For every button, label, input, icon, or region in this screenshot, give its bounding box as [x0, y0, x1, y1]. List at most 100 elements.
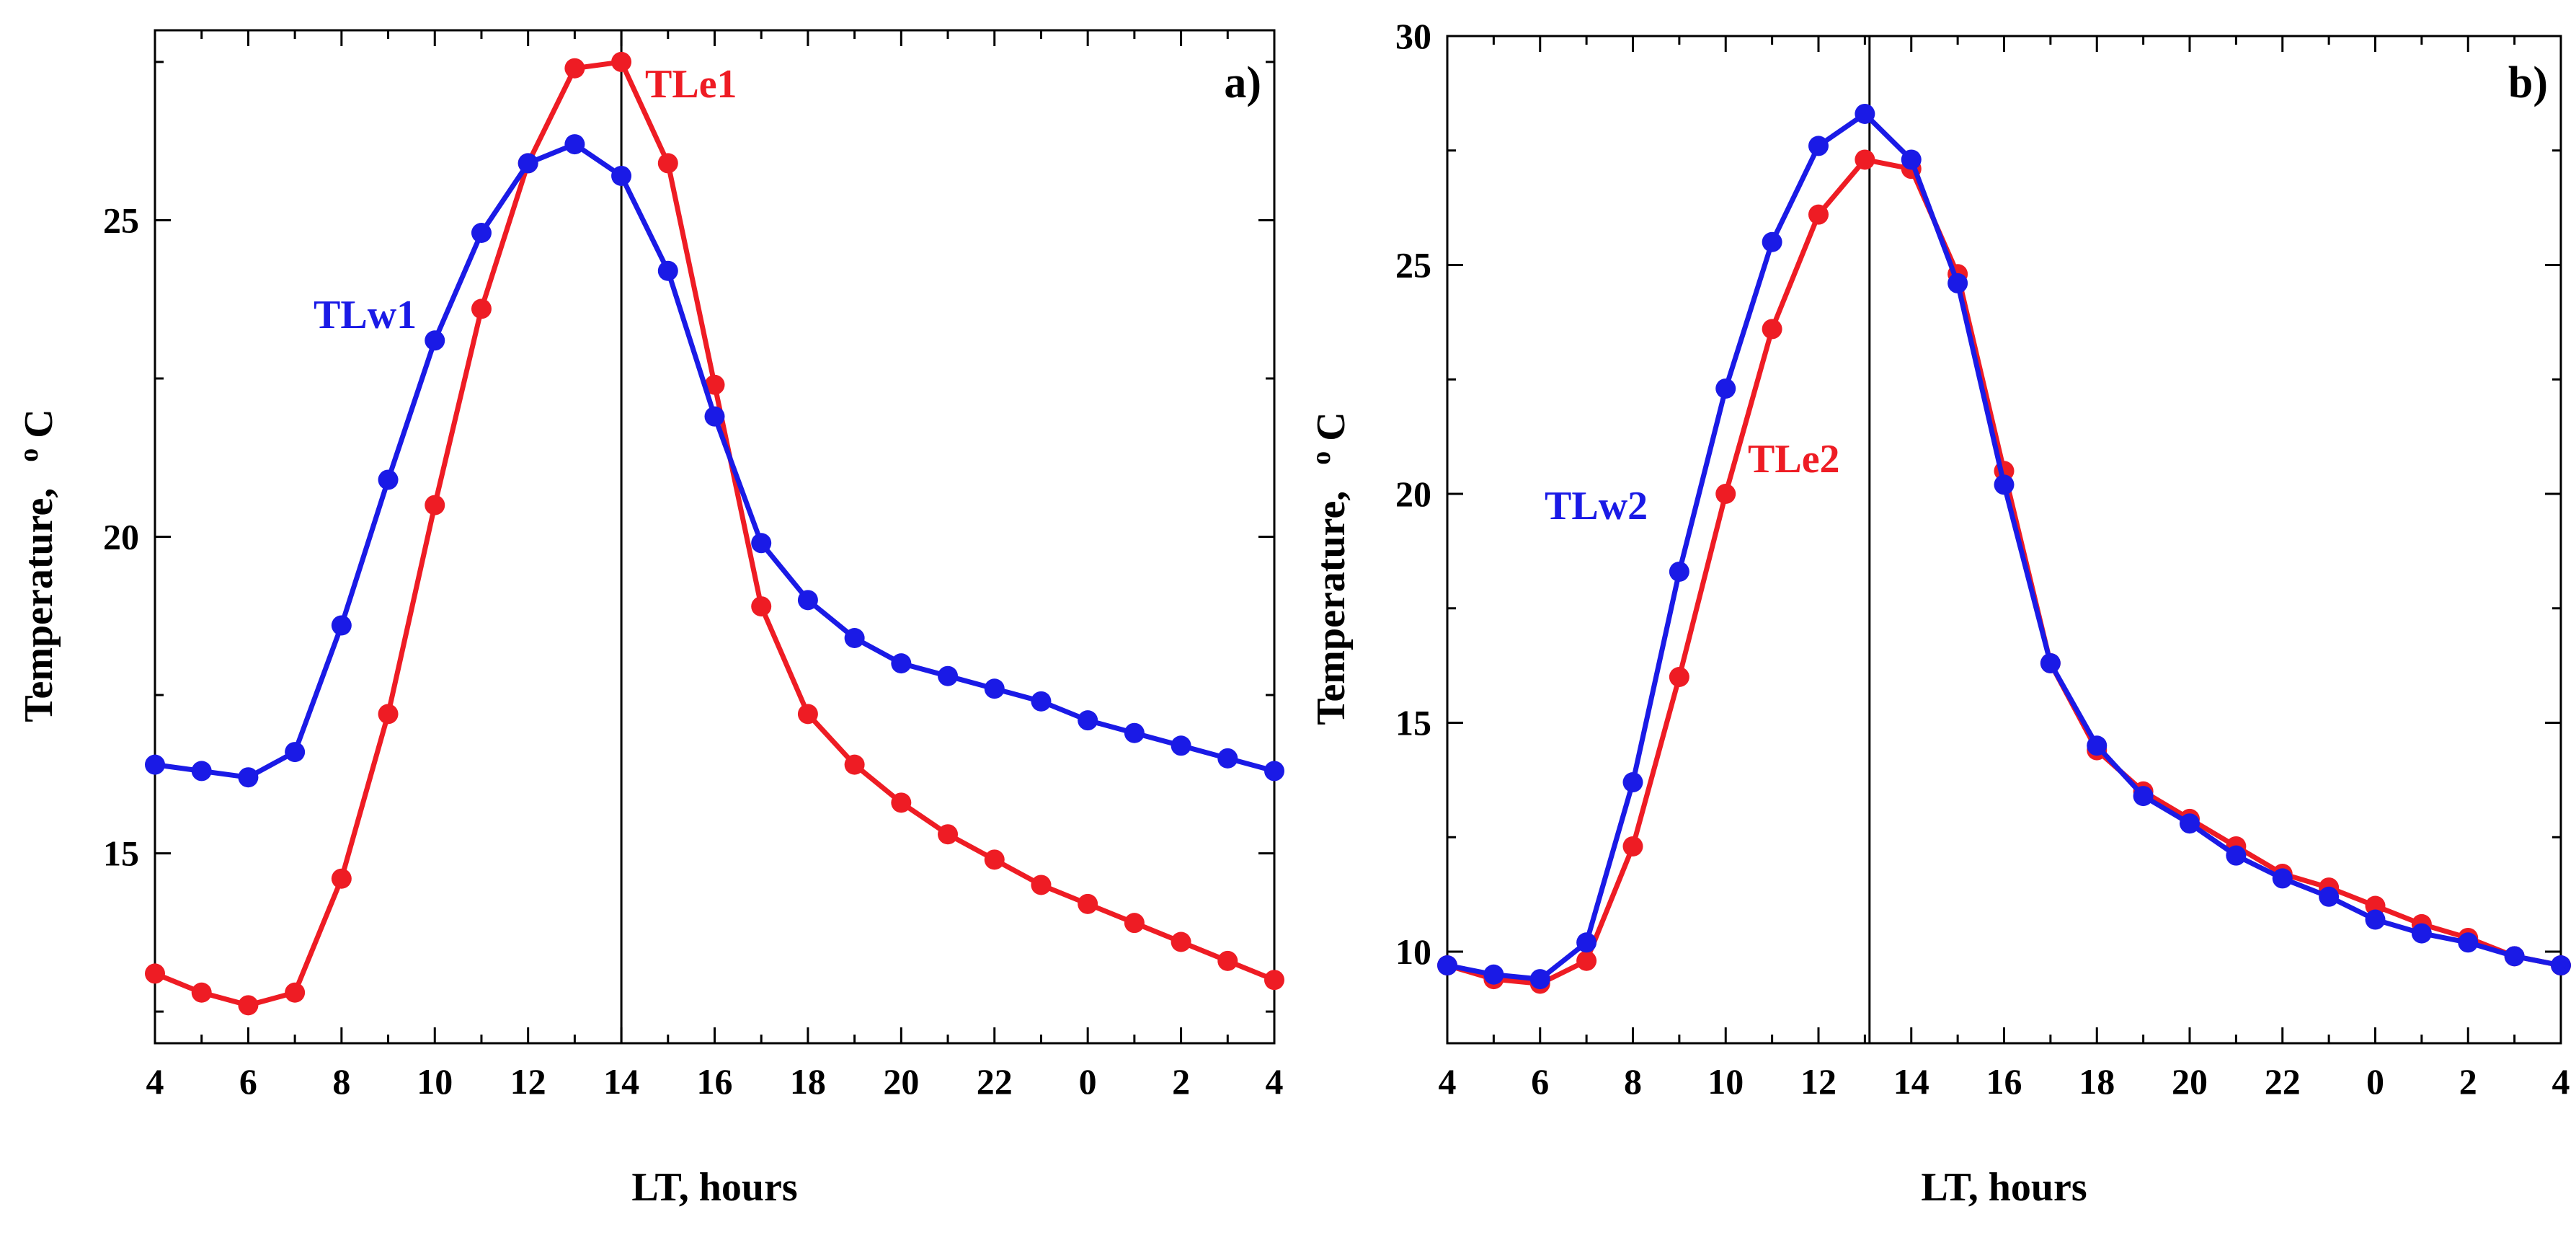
series-label-tlw2: TLw2	[1545, 484, 1648, 528]
data-point	[891, 653, 912, 674]
data-point	[657, 260, 678, 281]
x-tick-label: 16	[697, 1061, 733, 1102]
x-tick-label: 2	[1172, 1061, 1190, 1102]
data-point	[844, 754, 865, 775]
data-point	[145, 754, 165, 775]
data-point	[2087, 735, 2108, 756]
data-point	[564, 134, 585, 155]
y-axis-label-unit: C	[17, 409, 61, 438]
x-tick-label: 18	[790, 1061, 826, 1102]
data-point	[145, 963, 165, 984]
data-point	[1078, 893, 1098, 914]
data-point	[378, 469, 399, 490]
data-point	[611, 51, 632, 72]
panel-label: b)	[2508, 58, 2548, 107]
data-point	[518, 153, 538, 174]
x-tick-label: 20	[2172, 1061, 2208, 1102]
y-tick-label: 30	[1395, 16, 1431, 56]
data-point	[2551, 955, 2571, 976]
data-point	[1669, 561, 1689, 582]
data-point	[1947, 273, 1968, 293]
series-line-tle1	[154, 59, 1276, 1008]
data-point	[1031, 691, 1052, 712]
y-axis-label: Temperature, o C	[1294, 412, 1354, 725]
data-point	[2504, 946, 2525, 967]
data-point	[1171, 735, 1191, 756]
y-tick-label: 15	[1395, 703, 1431, 743]
x-tick-label: 14	[1893, 1061, 1929, 1102]
x-tick-label: 0	[1079, 1061, 1097, 1102]
data-point	[1622, 772, 1643, 793]
y-axis-label-degree: o	[1306, 451, 1336, 465]
y-tick-label: 20	[1395, 474, 1431, 514]
data-point	[1622, 836, 1643, 856]
data-point	[425, 330, 445, 351]
data-point	[2319, 886, 2340, 907]
data-point	[564, 58, 585, 79]
x-tick-label: 4	[1266, 1061, 1284, 1102]
data-point	[1994, 474, 2015, 495]
series-label-tle1: TLe1	[645, 62, 737, 107]
x-tick-label: 8	[1624, 1061, 1642, 1102]
data-point	[1264, 761, 1284, 782]
x-tick-label: 4	[2552, 1061, 2570, 1102]
data-point	[1762, 231, 1782, 252]
data-point	[1124, 722, 1145, 743]
data-point	[2180, 813, 2200, 834]
x-axis-label: LT, hours	[631, 1165, 797, 1210]
x-tick-label: 18	[2079, 1061, 2115, 1102]
data-point	[1901, 149, 1922, 170]
data-point	[1264, 970, 1284, 991]
x-tick-label: 6	[239, 1061, 257, 1102]
data-point	[331, 615, 352, 636]
x-tick-label: 20	[883, 1061, 919, 1102]
y-axis-label: Temperature, o C	[2, 409, 61, 722]
data-point	[2133, 786, 2154, 807]
series-group	[145, 51, 1284, 1016]
data-point	[191, 761, 212, 782]
data-point	[2458, 932, 2479, 953]
data-point	[1217, 950, 1238, 971]
data-point	[938, 665, 959, 686]
x-tick-label: 14	[603, 1061, 639, 1102]
series-label-tlw1: TLw1	[314, 293, 417, 337]
x-tick-label: 4	[146, 1061, 164, 1102]
data-point	[984, 849, 1005, 870]
data-point	[1483, 964, 1504, 985]
data-point	[1171, 931, 1191, 952]
y-tick-label: 25	[103, 200, 139, 240]
data-point	[238, 995, 259, 1016]
y-tick-label: 15	[103, 833, 139, 874]
x-axis-label: LT, hours	[1921, 1165, 2087, 1210]
x-tick-label: 10	[1707, 1061, 1744, 1102]
x-tick-label: 10	[417, 1061, 453, 1102]
plot-frame	[154, 29, 1276, 1045]
series-line-tle2	[1447, 156, 2562, 986]
data-point	[285, 982, 306, 1003]
data-point	[1669, 667, 1689, 687]
data-point	[891, 792, 912, 813]
data-point	[751, 596, 772, 617]
data-point	[238, 767, 259, 788]
data-point	[2365, 909, 2386, 930]
data-point	[378, 704, 399, 725]
y-axis-label-unit: C	[1309, 412, 1354, 441]
series-group	[1437, 103, 2571, 994]
data-point	[2411, 923, 2432, 944]
data-point	[1715, 378, 1736, 399]
axis-ticks: 4 6 8 10 12 14 16 18 20 22 0 2 4 15 20 25	[103, 30, 1284, 1102]
x-tick-label: 4	[1439, 1061, 1457, 1102]
data-point	[1576, 950, 1597, 971]
axis-ticks: 4 6 8 10 12 14 16 18 20 22 0 2 4 10 15 20 25 30	[1395, 16, 2570, 1102]
series-label-tle2: TLe2	[1748, 437, 1840, 482]
x-tick-label: 16	[1986, 1061, 2022, 1102]
data-point	[471, 223, 492, 243]
series-line-tlw2	[1447, 111, 2562, 982]
data-point	[984, 678, 1005, 699]
data-point	[1124, 913, 1145, 934]
x-tick-label: 6	[1531, 1061, 1549, 1102]
data-point	[471, 298, 492, 319]
